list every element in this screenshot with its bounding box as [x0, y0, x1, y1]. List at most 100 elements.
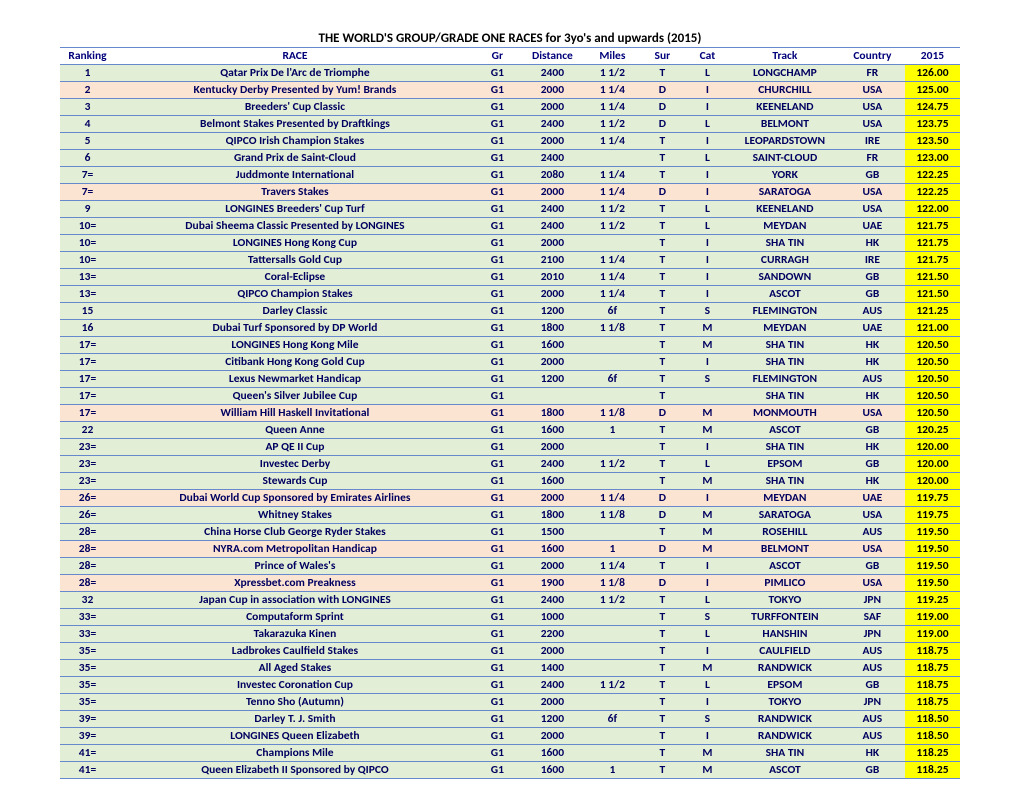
table-row: 10=LONGINES Hong Kong CupG12000TISHA TIN… — [60, 235, 960, 252]
cell-race: Queen Elizabeth II Sponsored by QIPCO — [115, 762, 475, 779]
cell-rank: 9 — [60, 201, 115, 218]
cell-track: EPSOM — [730, 456, 840, 473]
cell-track: FLEMINGTON — [730, 371, 840, 388]
cell-cat: S — [685, 711, 730, 728]
cell-miles: 1 1/2 — [585, 201, 640, 218]
cell-rating: 120.00 — [905, 439, 960, 456]
cell-dist: 1600 — [520, 745, 585, 762]
cell-dist: 1000 — [520, 609, 585, 626]
cell-country: UAE — [840, 218, 905, 235]
table-row: 17=Queen's Silver Jubilee CupG1TSHA TINH… — [60, 388, 960, 405]
cell-gr: G1 — [475, 269, 520, 286]
cell-race: Darley Classic — [115, 303, 475, 320]
cell-dist: 1200 — [520, 711, 585, 728]
cell-miles: 6f — [585, 303, 640, 320]
cell-rating: 118.50 — [905, 728, 960, 745]
cell-race: Juddmonte International — [115, 167, 475, 184]
cell-rating: 124.75 — [905, 99, 960, 116]
cell-dist: 2400 — [520, 65, 585, 82]
cell-cat: I — [685, 82, 730, 99]
cell-miles — [585, 643, 640, 660]
table-row: 1Qatar Prix De l'Arc de TriompheG124001 … — [60, 65, 960, 82]
cell-cat: L — [685, 65, 730, 82]
cell-dist: 2000 — [520, 643, 585, 660]
cell-track: BELMONT — [730, 116, 840, 133]
cell-race: Tenno Sho (Autumn) — [115, 694, 475, 711]
cell-gr: G1 — [475, 286, 520, 303]
cell-sur: T — [640, 371, 685, 388]
cell-track: SARATOGA — [730, 184, 840, 201]
cell-sur: D — [640, 507, 685, 524]
cell-country: HK — [840, 235, 905, 252]
cell-dist: 1500 — [520, 524, 585, 541]
cell-rating: 120.00 — [905, 473, 960, 490]
cell-gr: G1 — [475, 167, 520, 184]
cell-rating: 118.75 — [905, 643, 960, 660]
cell-sur: T — [640, 660, 685, 677]
cell-race: Dubai World Cup Sponsored by Emirates Ai… — [115, 490, 475, 507]
cell-rating: 121.00 — [905, 320, 960, 337]
cell-rank: 4 — [60, 116, 115, 133]
cell-rating: 119.50 — [905, 558, 960, 575]
cell-country: AUS — [840, 524, 905, 541]
cell-rank: 7= — [60, 167, 115, 184]
cell-sur: D — [640, 490, 685, 507]
cell-miles: 1 1/8 — [585, 575, 640, 592]
cell-miles — [585, 745, 640, 762]
cell-race: Takarazuka Kinen — [115, 626, 475, 643]
cell-rating: 119.50 — [905, 524, 960, 541]
cell-dist: 1600 — [520, 422, 585, 439]
table-row: 23=AP QE II CupG12000TISHA TINHK120.00 — [60, 439, 960, 456]
cell-gr: G1 — [475, 235, 520, 252]
cell-rank: 28= — [60, 541, 115, 558]
cell-sur: D — [640, 575, 685, 592]
cell-cat: I — [685, 439, 730, 456]
cell-country: HK — [840, 439, 905, 456]
cell-country: HK — [840, 388, 905, 405]
cell-cat: I — [685, 269, 730, 286]
hdr-distance: Distance — [520, 48, 585, 65]
cell-rank: 26= — [60, 490, 115, 507]
table-row: 10=Dubai Sheema Classic Presented by LON… — [60, 218, 960, 235]
cell-rank: 10= — [60, 218, 115, 235]
cell-cat: I — [685, 575, 730, 592]
table-row: 35=Tenno Sho (Autumn)G12000TITOKYOJPN118… — [60, 694, 960, 711]
cell-race: Lexus Newmarket Handicap — [115, 371, 475, 388]
cell-cat: M — [685, 507, 730, 524]
cell-cat: I — [685, 252, 730, 269]
cell-cat: I — [685, 354, 730, 371]
cell-rating: 120.50 — [905, 371, 960, 388]
cell-track: ASCOT — [730, 762, 840, 779]
cell-miles — [585, 439, 640, 456]
cell-rating: 118.25 — [905, 745, 960, 762]
cell-track: SARATOGA — [730, 507, 840, 524]
page-title: THE WORLD'S GROUP/GRADE ONE RACES for 3y… — [60, 30, 960, 48]
table-row: 41=Champions MileG11600TMSHA TINHK118.25 — [60, 745, 960, 762]
cell-gr: G1 — [475, 541, 520, 558]
cell-sur: D — [640, 541, 685, 558]
cell-miles: 1 1/8 — [585, 405, 640, 422]
cell-rank: 33= — [60, 626, 115, 643]
table-row: 10=Tattersalls Gold CupG121001 1/4TICURR… — [60, 252, 960, 269]
cell-cat: I — [685, 694, 730, 711]
cell-dist: 2400 — [520, 677, 585, 694]
cell-sur: D — [640, 99, 685, 116]
cell-rank: 2 — [60, 82, 115, 99]
cell-dist: 1900 — [520, 575, 585, 592]
cell-miles — [585, 728, 640, 745]
cell-track: SHA TIN — [730, 337, 840, 354]
cell-race: Prince of Wales's — [115, 558, 475, 575]
cell-miles: 1 1/2 — [585, 65, 640, 82]
cell-gr: G1 — [475, 184, 520, 201]
cell-gr: G1 — [475, 218, 520, 235]
cell-rating: 119.00 — [905, 609, 960, 626]
cell-cat: L — [685, 116, 730, 133]
cell-rating: 118.75 — [905, 660, 960, 677]
cell-race: LONGINES Hong Kong Mile — [115, 337, 475, 354]
cell-rank: 41= — [60, 762, 115, 779]
cell-country: USA — [840, 541, 905, 558]
cell-rating: 121.25 — [905, 303, 960, 320]
cell-cat: M — [685, 422, 730, 439]
cell-gr: G1 — [475, 643, 520, 660]
cell-rank: 17= — [60, 405, 115, 422]
